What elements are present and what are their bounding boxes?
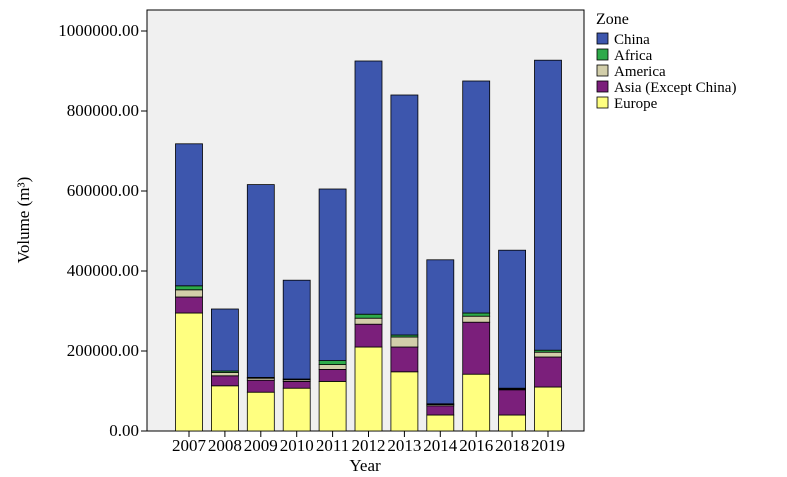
legend-label: America bbox=[614, 64, 666, 80]
bar-segment-europe bbox=[462, 373, 491, 432]
legend-label: China bbox=[614, 32, 650, 48]
bar-segment-china bbox=[462, 80, 491, 314]
bar-segment-china bbox=[318, 188, 347, 362]
bar-segment-europe bbox=[175, 312, 203, 432]
bar-segment-asia-except-china bbox=[426, 405, 455, 416]
bar-segment-asia-except-china bbox=[354, 323, 383, 348]
x-tick-label: 2018 bbox=[495, 436, 529, 455]
bar-segment-asia-except-china bbox=[498, 389, 527, 416]
bar-segment-china bbox=[210, 308, 239, 372]
x-axis: 2007 2008 2009 2010 2011 2012 2013 2014 2016 2018… bbox=[172, 431, 565, 455]
x-tick-label: 2011 bbox=[316, 436, 349, 455]
bar-segment-china bbox=[282, 279, 311, 380]
bar-segment-asia-except-china bbox=[246, 379, 275, 393]
bar-segment-africa bbox=[318, 360, 347, 366]
bar-segment-america bbox=[318, 364, 347, 370]
bar-segment-asia-except-china bbox=[462, 321, 491, 375]
bar-segment-europe bbox=[210, 385, 239, 432]
bar-segment-china bbox=[426, 259, 455, 405]
x-tick-label: 2019 bbox=[531, 436, 565, 455]
y-tick-label: 600000.00 bbox=[67, 181, 139, 200]
bar-segment-america bbox=[390, 336, 419, 348]
bar-segment-africa bbox=[354, 313, 383, 319]
y-axis: 0.00 200000.00 400000.00 600000.00 800000.00… bbox=[58, 21, 147, 440]
bar-segment-china bbox=[534, 59, 562, 351]
bar-segment-america bbox=[210, 372, 239, 377]
bar-segment-asia-except-china bbox=[210, 375, 239, 387]
bar-segment-asia-except-china bbox=[534, 356, 562, 388]
legend-label: Africa bbox=[614, 48, 653, 64]
x-axis-title: Year bbox=[349, 456, 381, 475]
bar-segment-china bbox=[354, 60, 383, 315]
bar-segment-china bbox=[390, 94, 419, 336]
legend-swatch bbox=[596, 80, 609, 93]
y-tick-label: 800000.00 bbox=[67, 101, 139, 120]
bar-segment-asia-except-china bbox=[175, 296, 203, 314]
bar-segment-america bbox=[175, 289, 203, 298]
bar-segment-asia-except-china bbox=[282, 380, 311, 389]
legend-swatch bbox=[596, 96, 609, 109]
bars bbox=[175, 59, 562, 432]
bar-segment-america bbox=[534, 351, 562, 358]
x-tick-label: 2008 bbox=[208, 436, 242, 455]
bar-segment-europe bbox=[318, 380, 347, 432]
bar-segment-europe bbox=[498, 414, 527, 432]
legend-label: Asia (Except China) bbox=[614, 80, 736, 96]
bar-segment-asia-except-china bbox=[318, 368, 347, 382]
bar-segment-china bbox=[246, 184, 275, 378]
bar-segment-europe bbox=[246, 391, 275, 432]
bar-segment-africa bbox=[175, 285, 203, 291]
x-tick-label: 2010 bbox=[280, 436, 314, 455]
bar-segment-europe bbox=[534, 386, 562, 432]
y-tick-label: 200000.00 bbox=[67, 341, 139, 360]
legend-swatch bbox=[596, 64, 609, 77]
x-tick-label: 2007 bbox=[172, 436, 207, 455]
bar-segment-america bbox=[354, 317, 383, 325]
bar-segment-china bbox=[498, 249, 527, 389]
legend-label: Europe bbox=[614, 96, 658, 112]
bar-segment-europe bbox=[354, 346, 383, 432]
x-tick-label: 2016 bbox=[459, 436, 493, 455]
bar-segment-europe bbox=[282, 387, 311, 432]
bar-segment-america bbox=[462, 315, 491, 323]
y-tick-label: 0.00 bbox=[109, 421, 139, 440]
x-tick-label: 2014 bbox=[423, 436, 458, 455]
x-tick-label: 2009 bbox=[244, 436, 278, 455]
x-tick-label: 2013 bbox=[387, 436, 421, 455]
y-tick-label: 1000000.00 bbox=[58, 21, 139, 40]
y-axis-title: Volume (m³) bbox=[14, 177, 33, 263]
x-tick-label: 2012 bbox=[352, 436, 386, 455]
legend-swatch bbox=[596, 48, 609, 61]
bar-segment-china bbox=[175, 143, 203, 287]
bar-segment-europe bbox=[426, 414, 455, 432]
bar-segment-asia-except-china bbox=[390, 346, 419, 373]
bar-segment-europe bbox=[390, 371, 419, 432]
y-tick-label: 400000.00 bbox=[67, 261, 139, 280]
legend-title: Zone bbox=[596, 11, 629, 28]
legend-swatch bbox=[596, 32, 609, 45]
bar-segment-africa bbox=[462, 312, 491, 317]
